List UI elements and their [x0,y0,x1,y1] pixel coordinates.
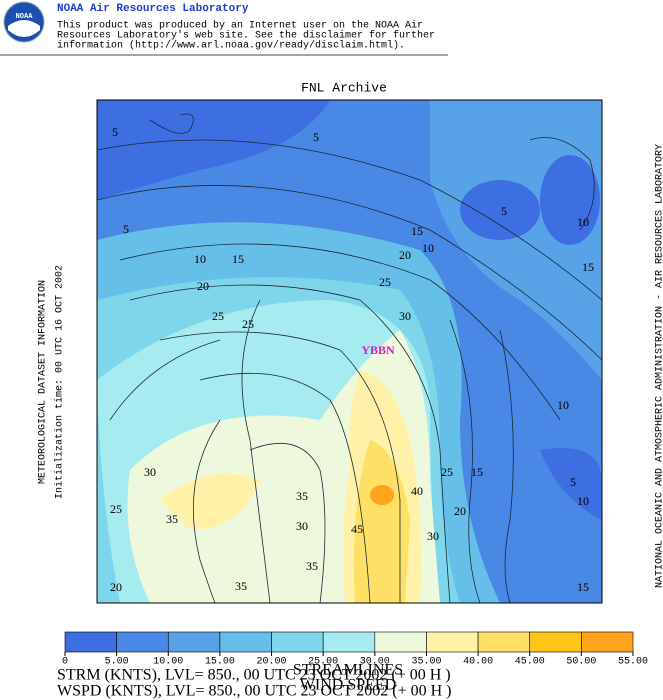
contour-label: 30 [296,519,308,533]
contour-label: 40 [411,484,423,498]
contour-label: 35 [306,559,318,573]
contour-label: 25 [212,309,224,323]
contour-label: 5 [607,172,613,186]
colorbar-bin [426,631,479,653]
contour-label: 10 [194,252,206,266]
colorbar-bin [581,631,634,653]
contour-label: 35 [235,579,247,593]
contour-label: 30 [144,465,156,479]
colorbar-label: 0 [62,657,68,668]
station-label: YBBN [361,343,395,357]
contour-label: 15 [411,224,423,238]
colorbar-bin [529,631,582,653]
disclaimer: information (http://www.arl.noaa.gov/rea… [57,40,405,52]
colorbar-bin [271,631,324,653]
contour-label: 15 [577,580,589,594]
colorbar-bin [167,631,221,653]
footer-line: WSPD (KNTS), LVL= 850., 00 UTC 23 OCT 20… [57,683,452,700]
contour-label: 10 [577,494,589,508]
colorbar-label: 25.00 [308,657,338,668]
header-title: NOAA Air Resources Laboratory [57,3,249,15]
colorbar-label: 10.00 [153,657,183,668]
field-region [370,485,394,505]
contour-label: 25 [242,317,254,331]
footer-line: STRM (KNTS), LVL= 850., 00 UTC 23 OCT 20… [57,667,451,684]
contour-label: 5 [501,204,507,218]
contour-label: 5 [112,125,118,139]
footer: STREAMLINES WIND SPEED STRM (KNTS), LVL=… [57,662,452,700]
header: NOAA NOAA Air Resources Laboratory This … [0,1,448,56]
colorbar-bin [64,631,117,653]
contour-label: 30 [399,309,411,323]
disclaimer: This product was produced by an Internet… [57,20,423,32]
contour-label: 10 [557,398,569,412]
contour-label: 5 [123,222,129,236]
contour-label: 15 [471,465,483,479]
contour-label: 20 [454,504,466,518]
disclaimer: Resources Laboratory's web site. See the… [57,30,435,42]
colorbar-label: 40.00 [463,657,493,668]
colorbar-label: 15.00 [205,657,235,668]
footer-title: WIND SPEED [300,677,396,694]
contour-label: 10 [604,129,616,143]
colorbar-label: 5.00 [105,657,129,668]
field-region [97,100,330,200]
field-region [460,180,540,240]
logo-text: NOAA [16,13,34,21]
colorbar-label: 35.00 [411,657,441,668]
contour-label: 25 [110,502,122,516]
footer-title: STREAMLINES [293,662,403,679]
colorbar-bin [116,631,169,653]
contour-label: 10 [577,215,589,229]
contour-label: 30 [427,529,439,543]
contour-label: 20 [110,580,122,594]
field-region [160,473,260,530]
map-title: FNL Archive [301,80,387,95]
colorbar-label: 55.00 [618,657,648,668]
logo-wave [8,20,40,37]
contour-label: 15 [582,260,594,274]
colorbar-label: 45.00 [515,657,545,668]
contour-label: 35 [296,489,308,503]
contour-label: 5 [313,130,319,144]
colorbar-label: 20.00 [257,657,287,668]
contour-label: 25 [379,275,391,289]
contour-label: 45 [351,522,363,536]
contour-label: 5 [570,475,576,489]
right-label: NATIONAL OCEANIC AND ATMOSPHERIC ADMINIS… [655,144,663,588]
colorbar: 0 5.00 10.00 15.00 20.00 25.00 30.00 35.00 40.00… [62,631,648,668]
colorbar-bin [477,631,531,653]
field-region [540,155,600,245]
colorbar-label: 50.00 [566,657,596,668]
colorbar-bin [374,631,427,653]
colorbar-bin [219,631,272,653]
contour-label: 6 [607,444,613,458]
contour-label: 20 [78,465,90,479]
init-label: Initialization time: 00 UTC 16 OCT 2002 [54,265,66,499]
contour-label: 20 [399,248,411,262]
colorbar-label: 30.00 [360,657,390,668]
colorbar-bin [322,631,376,653]
contour-label: 35 [166,512,178,526]
map-border [96,99,603,604]
field-region [540,448,602,520]
contour-label: 25 [441,465,453,479]
left-label: METEOROLOGICAL DATASET INFORMATION [38,280,49,484]
contour-label: 20 [197,279,209,293]
contour-label: 15 [232,252,244,266]
field-region [354,440,410,603]
streamlines [97,113,602,603]
contour-label: 10 [422,241,434,255]
